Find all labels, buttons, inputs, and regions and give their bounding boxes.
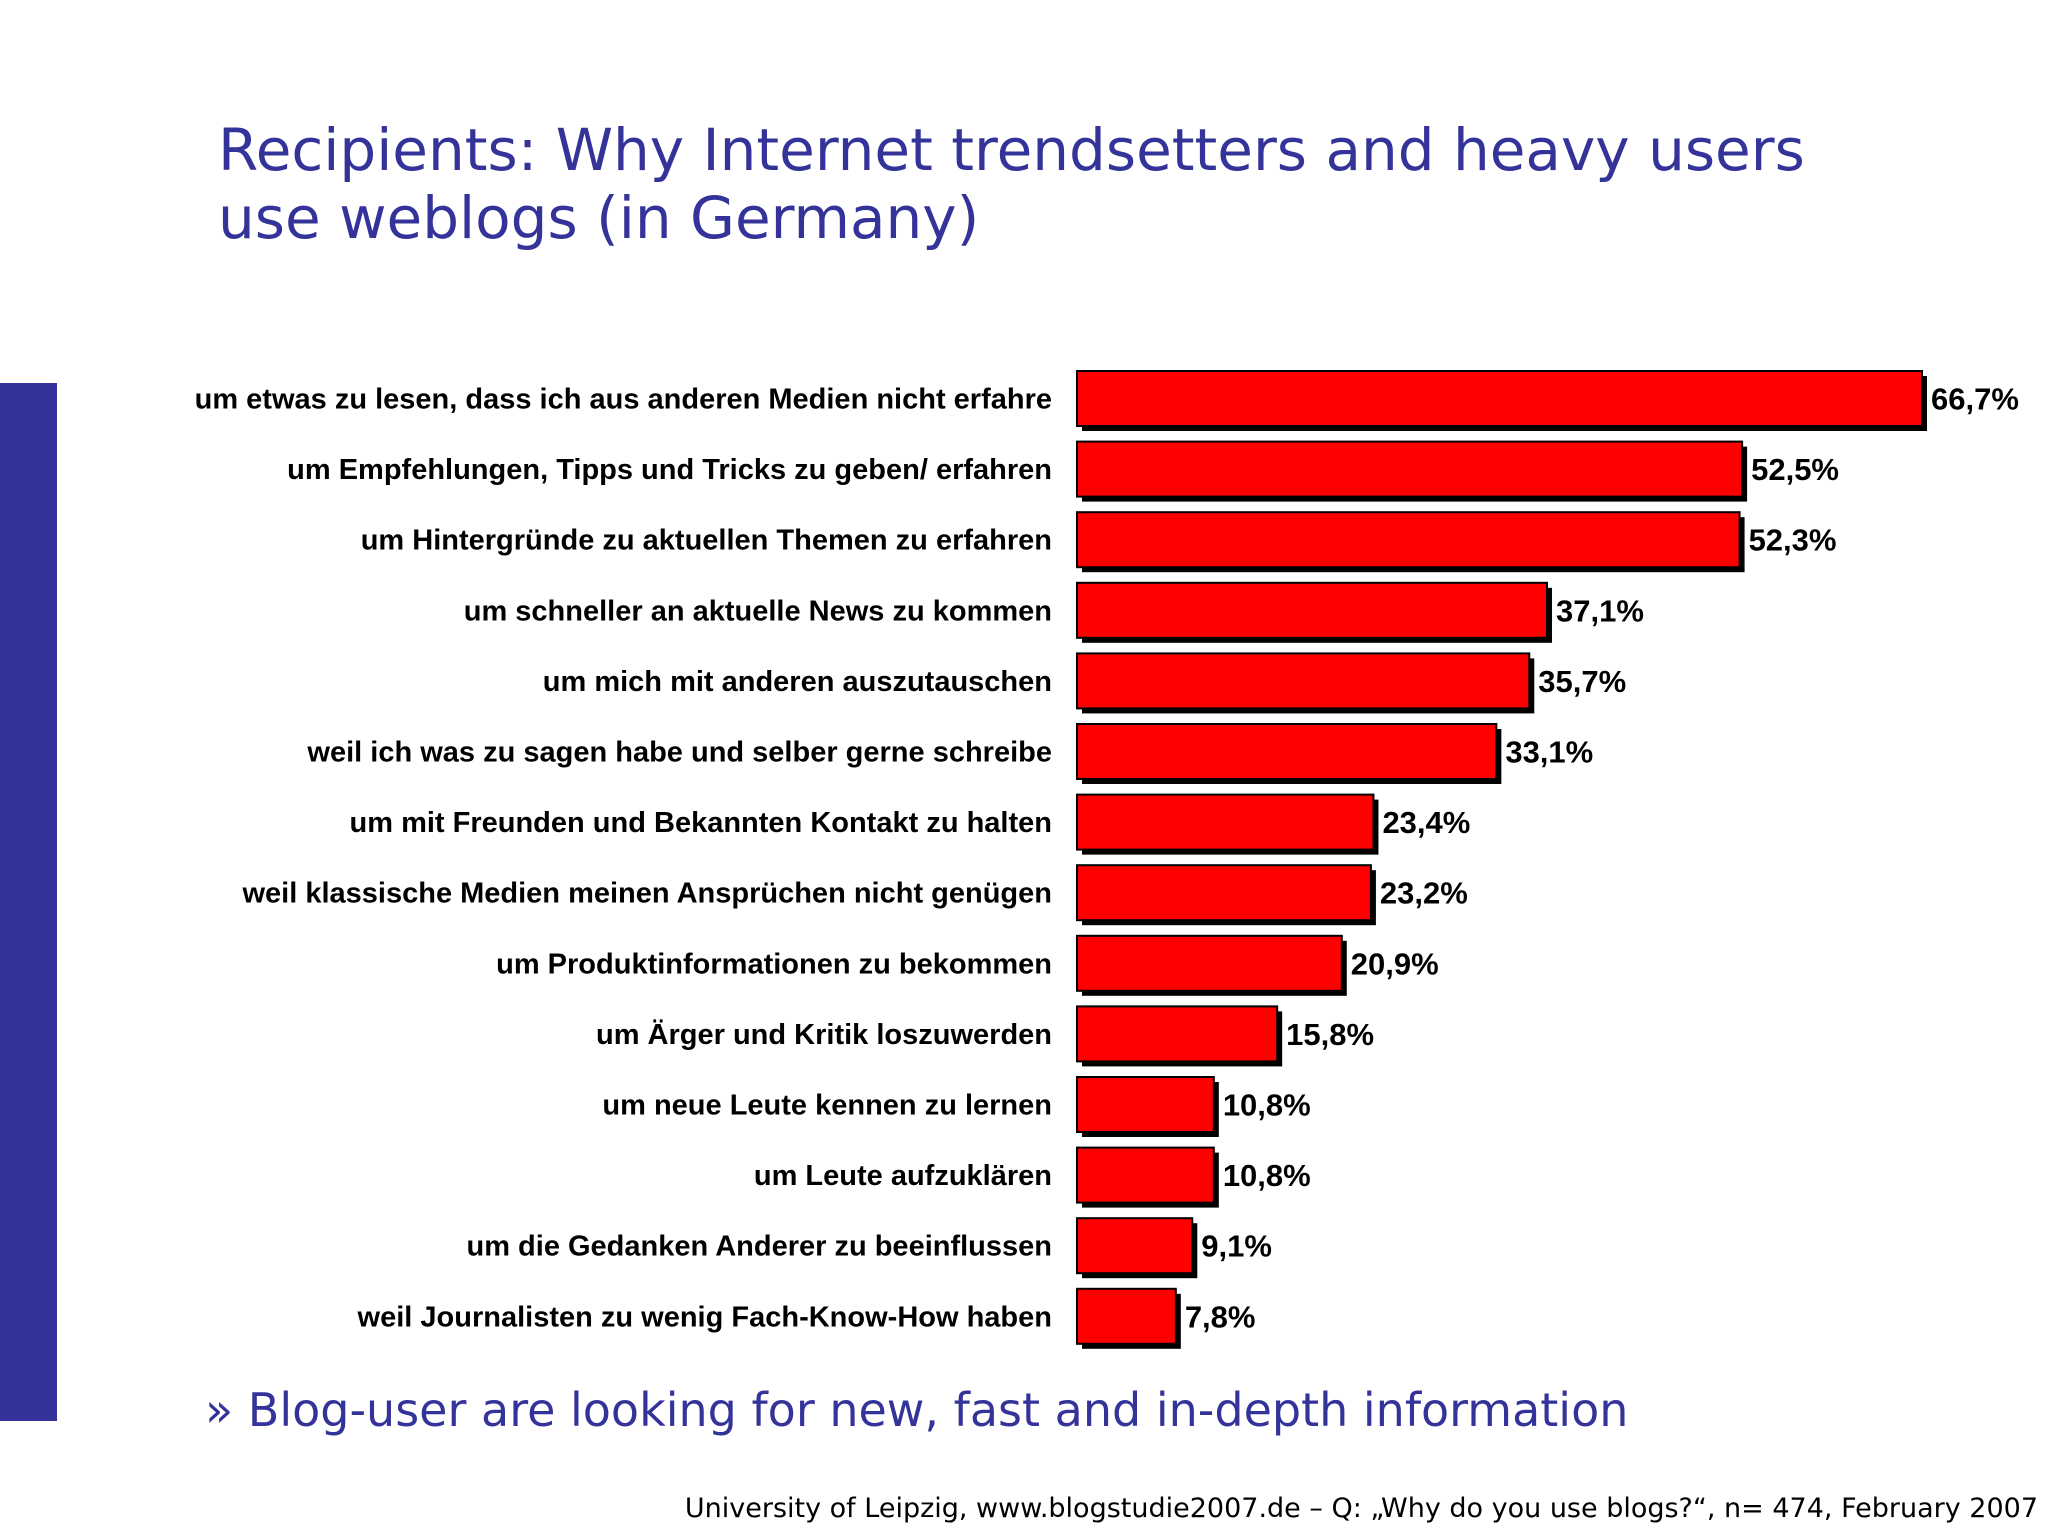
value-label: 20,9%: [1351, 946, 1439, 981]
accent-side-bar: [0, 383, 57, 1421]
bar: [1076, 440, 1744, 498]
value-label: 23,4%: [1382, 805, 1470, 840]
category-label: weil Journalisten zu wenig Fach-Know-How…: [357, 1301, 1052, 1333]
chart-category-labels: um etwas zu lesen, dass ich aus anderen …: [195, 384, 1052, 1334]
chart-value-labels: 66,7% 52,5% 52,3% 37,1% 35,7% 33,1% 23,4% 23,2%…: [1185, 382, 2019, 1335]
bar: [1076, 864, 1372, 922]
bar: [1076, 581, 1549, 639]
value-label: 52,5%: [1751, 452, 1839, 487]
category-label: um etwas zu lesen, dass ich aus anderen …: [195, 384, 1052, 416]
value-label: 10,8%: [1223, 1158, 1311, 1193]
bar: [1076, 1005, 1279, 1063]
bar: [1076, 1217, 1194, 1275]
bar: [1076, 934, 1343, 992]
value-label: 35,7%: [1538, 664, 1626, 699]
category-label: weil ich was zu sagen habe und selber ge…: [306, 737, 1052, 769]
bar: [1076, 1287, 1177, 1345]
conclusion-text: » Blog-user are looking for new, fast an…: [205, 1383, 1629, 1437]
category-label: um Ärger und Kritik loszuwerden: [596, 1018, 1052, 1051]
slide-title: Recipients: Why Internet trendsetters an…: [218, 116, 1998, 252]
category-label: weil klassische Medien meinen Ansprüchen…: [241, 878, 1052, 910]
bar: [1076, 370, 1923, 427]
value-label: 10,8%: [1223, 1088, 1311, 1123]
category-label: um mit Freunden und Bekannten Kontakt zu…: [350, 807, 1052, 839]
source-note: University of Leipzig, www.blogstudie200…: [684, 1493, 2038, 1524]
slide-title-line-2: use weblogs (in Germany): [218, 184, 980, 252]
bar: [1076, 1076, 1215, 1133]
category-label: um mich mit anderen auszutauschen: [543, 666, 1052, 698]
value-label: 37,1%: [1556, 593, 1644, 628]
bar: [1076, 723, 1498, 780]
category-label: um schneller an aktuelle News zu kommen: [464, 595, 1052, 627]
category-label: um neue Leute kennen zu lernen: [602, 1090, 1052, 1122]
bar: [1076, 511, 1741, 569]
category-label: um Leute aufzuklären: [754, 1160, 1052, 1192]
value-label: 23,2%: [1380, 876, 1468, 911]
category-label: um Hintergründe zu aktuellen Themen zu e…: [361, 525, 1052, 557]
value-label: 66,7%: [1931, 382, 2019, 417]
value-label: 15,8%: [1286, 1017, 1374, 1052]
chart-bars: [1076, 370, 1927, 1349]
value-label: 52,3%: [1749, 523, 1837, 558]
category-label: um die Gedanken Anderer zu beeinflussen: [466, 1231, 1052, 1263]
category-label: um Empfehlungen, Tipps und Tricks zu geb…: [287, 454, 1052, 486]
bar: [1076, 652, 1531, 710]
value-label: 9,1%: [1201, 1229, 1272, 1264]
value-label: 33,1%: [1505, 735, 1593, 770]
bar: [1076, 793, 1375, 851]
category-label: um Produktinformationen zu bekommen: [496, 948, 1052, 980]
bar: [1076, 1146, 1215, 1204]
slide-title-line-1: Recipients: Why Internet trendsetters an…: [218, 116, 1805, 184]
value-label: 7,8%: [1185, 1299, 1256, 1334]
